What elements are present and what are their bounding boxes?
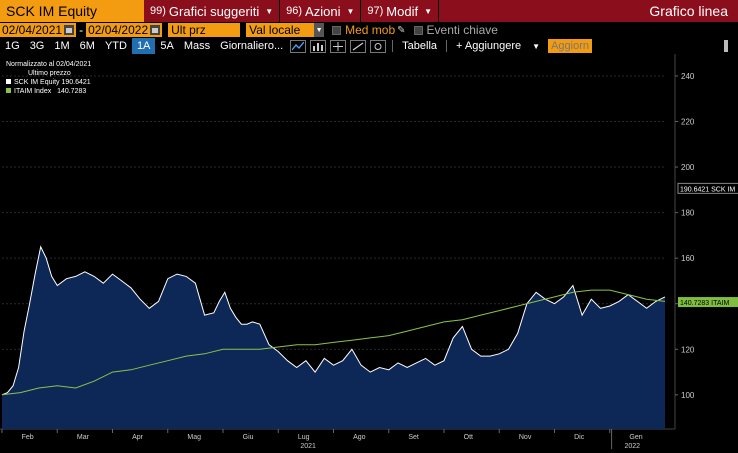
y-tick-label: 180 — [681, 209, 695, 218]
divider — [438, 0, 440, 22]
y-tick-label: 200 — [681, 163, 695, 172]
y-tick-label: 160 — [681, 254, 695, 263]
table-button[interactable]: Tabella — [402, 40, 437, 52]
range-bar: 1G 3G 1M 6M YTD 1A 5A Mass Giornaliero..… — [0, 38, 738, 54]
menu-number: 99) — [150, 5, 166, 17]
series-line-itaim — [1, 289, 666, 396]
key-events-checkbox[interactable] — [413, 25, 423, 35]
range-1g[interactable]: 1G — [5, 40, 20, 52]
divider — [446, 40, 447, 52]
menu-number: 97) — [367, 5, 384, 17]
x-tick-label: Feb — [22, 434, 34, 441]
range-ytd[interactable]: YTD — [104, 40, 127, 52]
x-tick-label: Nov — [519, 434, 532, 441]
settings-bar: 02/04/2021 - 02/04/2022 Ult prz Val loca… — [0, 22, 738, 38]
menu-label: Grafici suggeriti — [168, 3, 260, 19]
chevron-down-icon[interactable]: ▼ — [314, 23, 325, 37]
chevron-down-icon: ▼ — [346, 6, 355, 16]
legend-swatch — [6, 88, 11, 93]
chevron-down-icon: ▼ — [424, 6, 433, 16]
menu-label: Modif — [386, 3, 419, 19]
x-tick-label: Gen — [629, 434, 642, 441]
x-tick-label: Set — [408, 434, 419, 441]
suggested-charts-menu[interactable]: 99) Grafici suggeriti ▼ — [150, 0, 273, 22]
x-tick-label: Ago — [353, 434, 366, 441]
bar-chart-icon[interactable] — [310, 39, 327, 53]
start-date-value: 02/04/2021 — [2, 23, 63, 37]
price-chart[interactable]: 100120140160180200220240FebMarAprMagGiuL… — [0, 54, 738, 453]
range-3g[interactable]: 3G — [29, 40, 45, 52]
last-value-box — [678, 297, 738, 308]
calendar-icon[interactable] — [64, 25, 75, 35]
chart-legend: Normalizzato al 02/04/2021 Ultimo prezzo… — [6, 60, 91, 96]
x-tick-label: Dic — [574, 434, 585, 441]
x-tick-label: Mar — [77, 434, 90, 441]
legend-swatch — [6, 79, 11, 84]
moving-average-checkbox[interactable] — [332, 25, 342, 35]
x-tick-label: Lug — [298, 434, 310, 441]
legend-series-value: 190.6421 — [61, 79, 91, 86]
date-separator: - — [79, 23, 84, 37]
x-tick-label: Giu — [243, 434, 254, 441]
currency-select[interactable]: Val locale — [246, 23, 315, 37]
moving-average-label: Med mob — [345, 23, 396, 37]
range-max[interactable]: Mass — [183, 40, 211, 52]
range-5a[interactable]: 5A — [160, 40, 174, 52]
chart-type-title: Grafico linea — [649, 3, 728, 19]
chevron-down-icon: ▼ — [265, 6, 274, 16]
year-label: 2022 — [624, 443, 640, 450]
refresh-button[interactable]: Aggiorn — [548, 39, 592, 53]
range-1m[interactable]: 1M — [54, 40, 70, 52]
settings-tool-icon[interactable] — [370, 39, 387, 53]
title-bar: SCK IM Equity 99) Grafici suggeriti ▼ 96… — [0, 0, 738, 22]
line-chart-icon[interactable] — [290, 39, 307, 53]
frequency-select[interactable]: Giornaliero... — [220, 40, 284, 52]
y-tick-label: 120 — [681, 345, 695, 354]
price-field-input[interactable]: Ult prz — [168, 23, 241, 37]
x-tick-label: Mag — [187, 434, 201, 441]
pencil-icon[interactable]: ✎ — [397, 24, 406, 36]
y-tick-label: 220 — [681, 118, 695, 127]
series-area-sck — [2, 246, 665, 429]
series-line-sck — [1, 245, 666, 396]
end-date-field[interactable]: 02/04/2022 — [86, 23, 163, 37]
last-value-label: 190.6421 SCK IM — [680, 186, 735, 193]
panel-handle[interactable] — [724, 40, 728, 52]
end-date-value: 02/04/2022 — [88, 23, 149, 37]
legend-normalized: Normalizzato al 02/04/2021 — [6, 61, 92, 68]
legend-series-value: 140.7283 — [57, 88, 87, 95]
divider — [392, 40, 394, 52]
range-6m[interactable]: 6M — [79, 40, 95, 52]
legend-series-name: SCK IM Equity — [14, 79, 60, 86]
divider — [360, 0, 362, 22]
actions-menu[interactable]: 96) Azioni ▼ — [286, 0, 354, 22]
menu-number: 96) — [286, 5, 303, 17]
legend-row: SCK IM Equity 190.6421 — [6, 78, 91, 87]
legend-subhead: Ultimo prezzo — [28, 70, 71, 77]
start-date-field[interactable]: 02/04/2021 — [0, 23, 77, 37]
y-tick-label: 240 — [681, 72, 695, 81]
key-events-label: Eventi chiave — [426, 23, 498, 37]
year-label: 2021 — [300, 443, 316, 450]
security-ticker[interactable]: SCK IM Equity — [0, 0, 144, 22]
range-1a[interactable]: 1A — [131, 38, 156, 54]
add-button[interactable]: + Aggiungere — [456, 40, 522, 52]
x-tick-label: Ott — [464, 434, 473, 441]
legend-row: ITAIM Index 140.7283 — [6, 87, 91, 96]
menu-label: Azioni — [305, 3, 341, 19]
last-value-box — [677, 182, 738, 194]
y-tick-label: 100 — [681, 391, 695, 400]
edit-menu[interactable]: 97) Modif ▼ — [367, 0, 432, 22]
chevron-down-icon[interactable]: ▼ — [532, 41, 541, 51]
crosshair-icon[interactable] — [330, 39, 347, 53]
legend-series-name: ITAIM Index — [14, 88, 52, 95]
last-value-label: 140.7283 ITAIM — [680, 300, 729, 307]
divider — [279, 0, 281, 22]
calendar-icon[interactable] — [150, 25, 161, 35]
draw-tool-icon[interactable] — [350, 39, 367, 53]
x-tick-label: Apr — [132, 434, 144, 441]
